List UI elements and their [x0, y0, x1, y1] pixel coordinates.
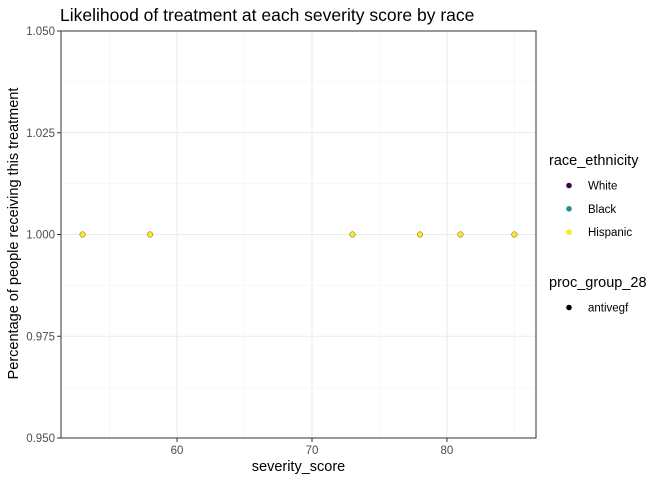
data-point	[511, 231, 518, 238]
y-tick-label: 0.975	[26, 331, 55, 343]
legend-key	[566, 304, 572, 311]
x-tick-label: 80	[441, 445, 454, 457]
data-points	[79, 231, 518, 238]
data-point	[79, 231, 86, 238]
legend-label: Hispanic	[588, 227, 632, 239]
plot-panel	[60, 30, 537, 439]
legend-label: Black	[588, 204, 616, 216]
legend-label: antivegf	[588, 303, 629, 315]
x-tick-label: 70	[306, 445, 319, 457]
chart-title: Likelihood of treatment at each severity…	[60, 5, 474, 25]
legend-key	[566, 182, 572, 189]
y-tick-label: 1.050	[26, 26, 55, 38]
legend-key	[566, 206, 572, 212]
data-point	[349, 231, 356, 238]
data-point	[416, 231, 423, 238]
y-tick-label: 1.025	[26, 128, 55, 140]
y-axis: 0.950 0.975 1.000 1.025 1.050	[26, 26, 61, 445]
y-tick-label: 1.000	[26, 230, 55, 242]
y-axis-title: Percentage of people receiving this trea…	[6, 88, 22, 380]
legend-group: proc_group_28 antivegf	[549, 275, 647, 315]
legend-label: White	[588, 181, 617, 193]
x-axis: 60 70 80	[171, 438, 454, 457]
legend-title: proc_group_28	[549, 275, 647, 291]
data-point	[457, 231, 464, 238]
legend-key	[566, 229, 572, 235]
x-axis-title: severity_score	[252, 459, 345, 475]
legend-title: race_ethnicity	[549, 153, 639, 169]
x-tick-label: 60	[171, 445, 184, 457]
legend-group: race_ethnicity White Black Hispanic	[549, 153, 639, 239]
y-tick-label: 0.950	[26, 433, 55, 445]
data-point	[147, 231, 154, 238]
legend: race_ethnicity White Black Hispanic proc_gro…	[549, 153, 647, 315]
